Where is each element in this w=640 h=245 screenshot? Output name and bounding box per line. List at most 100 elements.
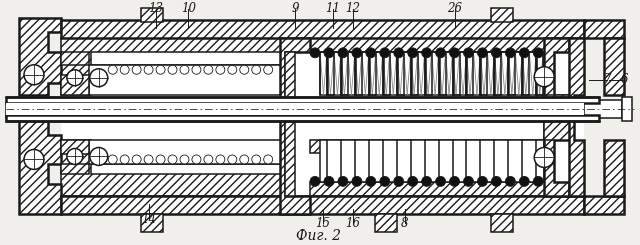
Polygon shape [569, 38, 584, 196]
Text: 7: 7 [604, 73, 611, 86]
Circle shape [168, 155, 177, 164]
Bar [89, 65, 285, 95]
Circle shape [394, 48, 404, 58]
Circle shape [216, 155, 225, 164]
Circle shape [240, 65, 249, 74]
Bar [320, 52, 544, 95]
Circle shape [324, 48, 334, 58]
Circle shape [310, 48, 320, 58]
Polygon shape [61, 20, 584, 38]
Bar [6, 115, 599, 121]
Text: 10: 10 [181, 2, 196, 15]
Circle shape [519, 48, 529, 58]
Polygon shape [19, 120, 61, 214]
Polygon shape [61, 52, 89, 65]
Polygon shape [61, 164, 89, 174]
Bar [310, 182, 554, 196]
Circle shape [533, 48, 543, 58]
Circle shape [492, 48, 501, 58]
Circle shape [506, 48, 515, 58]
Circle shape [408, 176, 418, 186]
Circle shape [156, 65, 165, 74]
Bar [89, 139, 285, 164]
Bar [6, 97, 599, 103]
Circle shape [449, 176, 460, 186]
Circle shape [534, 147, 554, 167]
Text: 8: 8 [401, 217, 408, 230]
Circle shape [422, 48, 431, 58]
Circle shape [366, 176, 376, 186]
Text: 16: 16 [346, 217, 360, 230]
Polygon shape [280, 38, 310, 214]
Bar [584, 100, 622, 118]
Circle shape [252, 155, 260, 164]
Bar [492, 214, 513, 232]
Text: 15: 15 [316, 217, 330, 230]
Circle shape [132, 155, 141, 164]
Polygon shape [61, 196, 584, 214]
Polygon shape [19, 18, 61, 95]
Text: 6: 6 [620, 73, 628, 86]
Circle shape [180, 155, 189, 164]
Bar [375, 214, 397, 232]
Circle shape [168, 65, 177, 74]
Circle shape [144, 155, 153, 164]
Circle shape [449, 48, 460, 58]
Circle shape [264, 155, 273, 164]
Circle shape [252, 65, 260, 74]
Circle shape [204, 65, 213, 74]
Bar [6, 103, 584, 115]
Bar [310, 38, 554, 52]
Text: 13: 13 [148, 2, 163, 15]
Circle shape [67, 70, 83, 86]
Circle shape [338, 48, 348, 58]
Circle shape [120, 155, 129, 164]
Circle shape [108, 155, 117, 164]
Circle shape [264, 65, 273, 74]
Circle shape [436, 176, 445, 186]
Circle shape [180, 65, 189, 74]
Circle shape [216, 65, 225, 74]
Polygon shape [61, 139, 285, 196]
Circle shape [144, 65, 153, 74]
Circle shape [436, 48, 445, 58]
Circle shape [533, 176, 543, 186]
Polygon shape [61, 75, 89, 95]
Bar [492, 8, 513, 22]
Bar [310, 139, 554, 153]
Circle shape [492, 176, 501, 186]
Circle shape [477, 176, 488, 186]
Polygon shape [584, 196, 624, 214]
Bar [61, 20, 584, 214]
Circle shape [463, 176, 474, 186]
Circle shape [463, 48, 474, 58]
Polygon shape [544, 38, 569, 196]
Bar [544, 95, 569, 139]
Circle shape [156, 155, 165, 164]
Circle shape [228, 155, 237, 164]
Circle shape [192, 65, 201, 74]
Circle shape [366, 48, 376, 58]
Circle shape [338, 176, 348, 186]
Bar [141, 214, 163, 232]
Circle shape [324, 176, 334, 186]
Circle shape [352, 176, 362, 186]
Text: 11: 11 [326, 2, 340, 15]
Circle shape [380, 176, 390, 186]
Bar [622, 97, 632, 121]
Circle shape [67, 148, 83, 164]
Polygon shape [604, 38, 624, 95]
Polygon shape [584, 20, 624, 38]
Circle shape [519, 176, 529, 186]
Circle shape [422, 176, 431, 186]
Text: 14: 14 [141, 213, 156, 226]
Circle shape [380, 48, 390, 58]
Circle shape [90, 69, 108, 87]
Bar [6, 103, 61, 118]
Circle shape [108, 65, 117, 74]
Circle shape [310, 176, 320, 186]
Polygon shape [604, 139, 624, 196]
Text: 12: 12 [346, 2, 360, 15]
Text: 9: 9 [291, 2, 299, 15]
Circle shape [534, 67, 554, 87]
